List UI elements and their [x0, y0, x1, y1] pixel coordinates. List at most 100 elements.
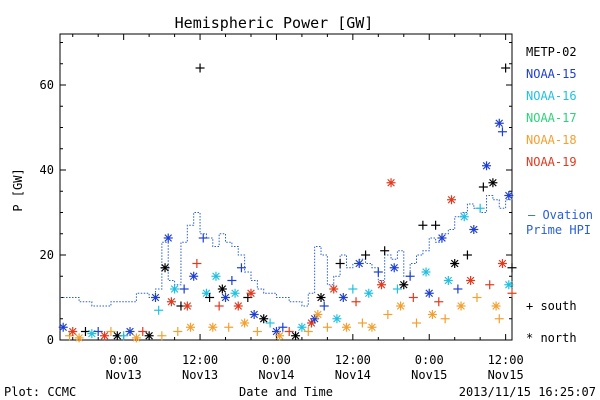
- x-tick-time: 0:00: [109, 353, 138, 367]
- data-point-north: [466, 276, 476, 285]
- data-point-south: [303, 327, 313, 336]
- data-point-north: [341, 322, 351, 332]
- data-point-north: [504, 280, 514, 290]
- data-point-north: [424, 288, 434, 298]
- legend-item: METP-02: [526, 45, 577, 59]
- data-point-south: [507, 263, 517, 273]
- footer-credit: Plot: CCMC: [4, 385, 76, 399]
- data-point-south: [322, 322, 332, 332]
- data-point-north: [338, 293, 348, 302]
- x-tick-date: Nov14: [258, 368, 294, 382]
- data-point-south: [214, 301, 224, 311]
- data-point-south: [119, 331, 129, 341]
- data-point-south: [380, 246, 390, 256]
- data-point-south: [507, 288, 517, 298]
- data-point-north: [329, 284, 339, 294]
- data-point-north: [246, 288, 256, 298]
- x-axis-label: Date and Time: [239, 385, 333, 399]
- data-point-south: [106, 327, 116, 336]
- data-point-south: [485, 280, 495, 290]
- data-point-north: [376, 280, 386, 290]
- data-point-south: [80, 327, 90, 336]
- data-point-north: [316, 293, 326, 302]
- legend-south: + south: [526, 299, 577, 313]
- x-tick-time: 0:00: [415, 353, 444, 367]
- legend: METP-02 NOAA-15 NOAA-16 NOAA-17 NOAA-18 NOAA-…: [526, 45, 593, 345]
- data-point-north: [221, 293, 231, 302]
- data-point-north: [367, 322, 377, 332]
- data-point-north: [100, 331, 110, 341]
- data-point-south: [497, 127, 507, 137]
- data-point-north: [189, 271, 199, 281]
- legend-item: NOAA-15: [526, 67, 577, 81]
- data-point-south: [227, 276, 237, 285]
- data-point-north: [259, 314, 269, 324]
- data-point-north: [186, 322, 196, 332]
- data-point-north: [74, 333, 84, 343]
- data-point-south: [278, 322, 288, 332]
- data-point-north: [306, 318, 316, 328]
- data-point-north: [211, 271, 221, 281]
- data-point-south: [472, 293, 482, 302]
- footer-timestamp: 2013/11/15 16:25:07: [459, 385, 596, 399]
- data-point-south: [93, 327, 103, 336]
- data-point-south: [453, 284, 463, 294]
- data-point-south: [475, 203, 485, 213]
- data-point-south: [501, 63, 511, 73]
- data-point-south: [195, 63, 205, 73]
- data-point-north: [208, 322, 218, 332]
- data-point-south: [236, 263, 246, 273]
- data-point-south: [478, 182, 488, 192]
- data-point-north: [421, 267, 431, 277]
- legend-north: * north: [526, 331, 577, 345]
- x-tick-date: Nov13: [182, 368, 218, 382]
- data-point-south: [373, 267, 383, 277]
- data-point-south: [205, 293, 215, 302]
- data-point-south: [431, 220, 441, 230]
- data-point-north: [504, 191, 514, 200]
- legend-item: NOAA-19: [526, 155, 577, 169]
- data-point-south: [138, 327, 148, 336]
- data-point-north: [291, 331, 301, 341]
- data-point-south: [284, 327, 294, 336]
- x-tick-date: Nov15: [411, 368, 447, 382]
- data-point-north: [332, 314, 342, 324]
- data-point-north: [364, 288, 374, 298]
- x-tick-time: 0:00: [262, 353, 291, 367]
- data-point-north: [396, 301, 406, 311]
- x-tick-date: Nov14: [335, 368, 371, 382]
- data-point-south: [434, 297, 444, 307]
- data-point-south: [179, 284, 189, 294]
- data-point-north: [144, 331, 154, 341]
- data-point-north: [125, 327, 135, 336]
- data-point-north: [233, 301, 243, 311]
- data-point-north: [427, 310, 437, 319]
- data-point-south: [348, 284, 358, 294]
- data-point-south: [383, 310, 393, 319]
- data-point-north: [131, 333, 141, 343]
- data-point-north: [249, 310, 259, 319]
- data-point-north: [386, 178, 396, 188]
- data-point-north: [182, 301, 192, 311]
- x-tick-time: 12:00: [488, 353, 524, 367]
- data-point-south: [462, 250, 472, 260]
- data-point-north: [482, 161, 492, 171]
- data-point-north: [58, 322, 68, 332]
- y-tick-label: 20: [40, 248, 54, 262]
- ovation-line: [60, 191, 513, 307]
- data-point-south: [494, 314, 504, 324]
- data-point-north: [437, 233, 447, 243]
- data-point-north: [297, 322, 307, 332]
- data-point-south: [440, 314, 450, 324]
- data-point-north: [163, 233, 173, 243]
- legend-item: NOAA-18: [526, 133, 577, 147]
- legend-ovation-line2: Prime HPI: [526, 223, 591, 237]
- data-point-south: [154, 305, 164, 315]
- data-point-south: [361, 250, 371, 260]
- chart-title: Hemispheric Power [GW]: [175, 14, 374, 32]
- data-point-north: [494, 118, 504, 128]
- y-tick-label: 40: [40, 163, 54, 177]
- data-point-south: [335, 259, 345, 268]
- data-point-north: [456, 301, 466, 311]
- y-axis-label: P [GW]: [11, 168, 25, 211]
